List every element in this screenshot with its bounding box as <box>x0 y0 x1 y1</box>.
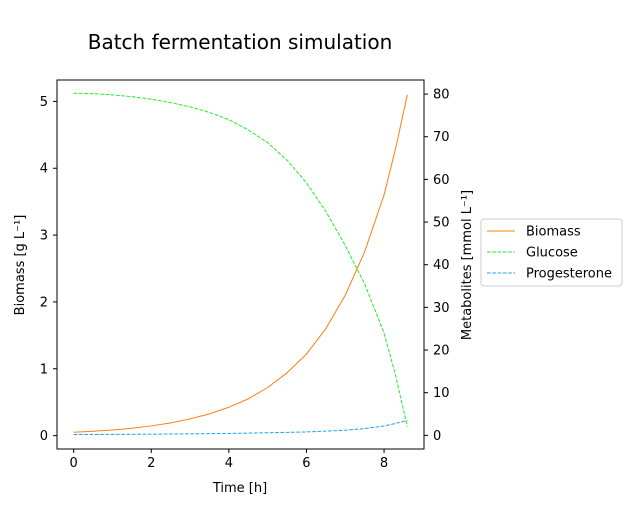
y-right-tick-label: 50 <box>433 216 450 231</box>
series-line-biomass <box>73 94 408 433</box>
legend-label-glucose: Glucose <box>526 246 578 261</box>
series-line-glucose <box>73 92 408 427</box>
y-left-tick-label: 5 <box>40 95 48 110</box>
y-right-tick-label: 10 <box>433 386 450 401</box>
y-right-tick-label: 60 <box>433 173 450 188</box>
y-axis-label-right: Metabolites [mmol L⁻¹] <box>460 190 475 340</box>
x-tick-label: 8 <box>380 456 388 471</box>
chart-title: Batch fermentation simulation <box>88 30 393 54</box>
legend: Biomass Glucose Progesterone <box>480 218 623 287</box>
y-left-tick-label: 2 <box>40 295 48 310</box>
y-left-tick-label: 1 <box>40 362 48 377</box>
y-left-tick-label: 0 <box>40 429 48 444</box>
y-axis-label-left: Biomass [g L⁻¹] <box>13 215 28 316</box>
y-left-tick-label: 3 <box>40 229 48 244</box>
x-tick-label: 2 <box>147 456 155 471</box>
y-left-tick-label: 4 <box>40 162 48 177</box>
legend-label-biomass: Biomass <box>526 225 581 240</box>
y-right-tick-label: 30 <box>433 301 450 316</box>
x-axis-label: Time [h] <box>212 481 267 496</box>
series-line-progesterone <box>73 419 408 435</box>
y-ticks-left: 0 1 2 3 4 5 <box>40 95 57 444</box>
x-tick-label: 6 <box>302 456 310 471</box>
y-ticks-right: 0 10 20 30 40 50 60 70 80 <box>424 88 450 444</box>
legend-box <box>480 218 623 287</box>
x-tick-label: 4 <box>225 456 233 471</box>
plot-frame <box>56 79 425 450</box>
y-right-tick-label: 20 <box>433 344 450 359</box>
y-right-tick-label: 70 <box>433 130 450 145</box>
x-ticks: 0 2 4 6 8 <box>70 449 388 471</box>
y-right-tick-label: 40 <box>433 258 450 273</box>
legend-entries: Biomass Glucose Progesterone <box>487 225 612 282</box>
legend-label-progesterone: Progesterone <box>526 267 612 282</box>
series-layer <box>73 92 408 435</box>
y-right-tick-label: 0 <box>433 429 441 444</box>
x-tick-label: 0 <box>70 456 78 471</box>
y-right-tick-label: 80 <box>433 88 450 103</box>
